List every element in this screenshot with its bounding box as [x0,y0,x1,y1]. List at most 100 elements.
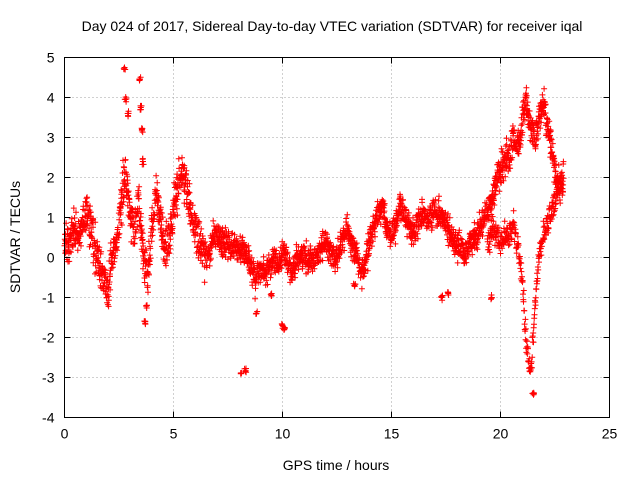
data-point [101,266,108,273]
data-point [68,215,75,222]
x-tick-label: 5 [170,426,178,442]
data-point [147,245,154,252]
data-point [364,267,371,274]
data-point [138,222,145,229]
data-point [160,228,167,235]
data-point [445,242,452,249]
data-point [147,255,154,262]
data-point [116,216,123,223]
data-point [114,224,121,231]
data-point [150,226,157,233]
data-point [377,213,384,220]
data-point [303,237,310,244]
data-point [196,218,203,225]
data-point [548,216,555,222]
data-point [157,204,164,211]
data-point [542,110,549,116]
data-point [95,254,102,261]
data-point [557,170,564,177]
data-point [227,255,234,262]
data-point [216,224,222,231]
data-point [538,243,545,250]
x-tick-label: 20 [493,426,509,442]
data-point [125,108,132,115]
data-point [111,255,118,262]
data-point [419,199,426,206]
data-point [155,194,162,201]
data-point [166,242,173,249]
data-point [189,202,196,209]
data-point [68,233,75,240]
data-point [508,236,514,243]
data-point [362,266,369,273]
data-point [225,228,232,235]
data-point [153,187,160,194]
data-point [135,195,142,202]
data-point [520,291,526,298]
data-point [427,219,434,226]
data-point [174,171,181,178]
data-point [553,200,559,207]
data-point [505,242,512,249]
data-point [234,256,241,263]
data-point [78,242,84,249]
data-point [531,305,538,312]
data-point [87,203,93,210]
data-point [164,256,170,263]
data-point [343,215,350,222]
data-point [245,248,252,255]
data-point [228,230,235,237]
data-point [522,325,529,332]
y-tick-label: 0 [47,250,55,266]
data-point [304,269,311,276]
data-point [136,205,143,212]
data-point [105,297,112,304]
data-point [163,262,169,269]
data-point [286,254,293,261]
data-point [474,246,481,253]
data-point [122,94,129,101]
data-point [414,230,421,237]
data-point [469,251,476,258]
data-point [549,149,556,155]
data-point [112,252,119,259]
data-point [334,264,341,271]
data-point [509,123,516,129]
data-point [66,258,73,265]
data-point [238,369,245,376]
data-point [431,201,438,207]
data-point [132,218,139,225]
data-point [529,390,536,397]
data-point [174,212,181,219]
data-point [289,277,295,284]
data-point [403,206,410,213]
data-point [265,252,272,258]
data-point [511,238,518,245]
data-point [490,218,497,225]
data-point [495,224,502,231]
data-point [186,180,193,187]
data-point [159,214,166,221]
data-point [376,216,383,223]
data-point [521,307,528,314]
data-point [90,224,96,231]
data-point [528,358,535,365]
data-point [141,279,148,286]
data-point [549,140,556,147]
data-point [207,257,214,264]
data-point [281,241,288,247]
data-point [142,320,149,327]
data-point [463,259,470,266]
y-tick-label: -4 [42,410,55,426]
data-point [231,231,238,238]
data-point [556,197,563,203]
data-point [369,238,376,245]
data-point [488,205,495,212]
data-point [513,250,520,257]
data-point [138,226,145,233]
x-tick-label: 10 [275,426,291,442]
data-point [145,289,151,296]
data-point [498,148,505,155]
data-point [324,234,331,241]
data-point [138,125,145,132]
